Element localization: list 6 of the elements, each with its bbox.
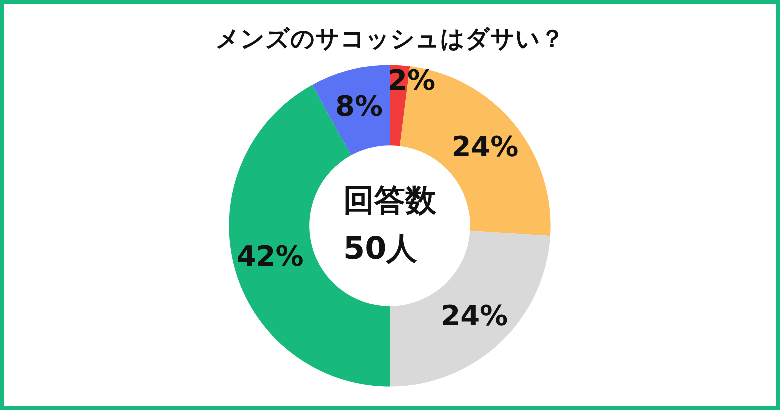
data-label: 24% — [441, 300, 508, 333]
data-label: 24% — [452, 130, 519, 164]
chart-title: メンズのサコッシュはダサい？ — [216, 25, 564, 53]
data-label: 42% — [236, 240, 304, 274]
text: 回答数 50人 — [344, 183, 438, 267]
data-label: 8% — [335, 90, 384, 123]
